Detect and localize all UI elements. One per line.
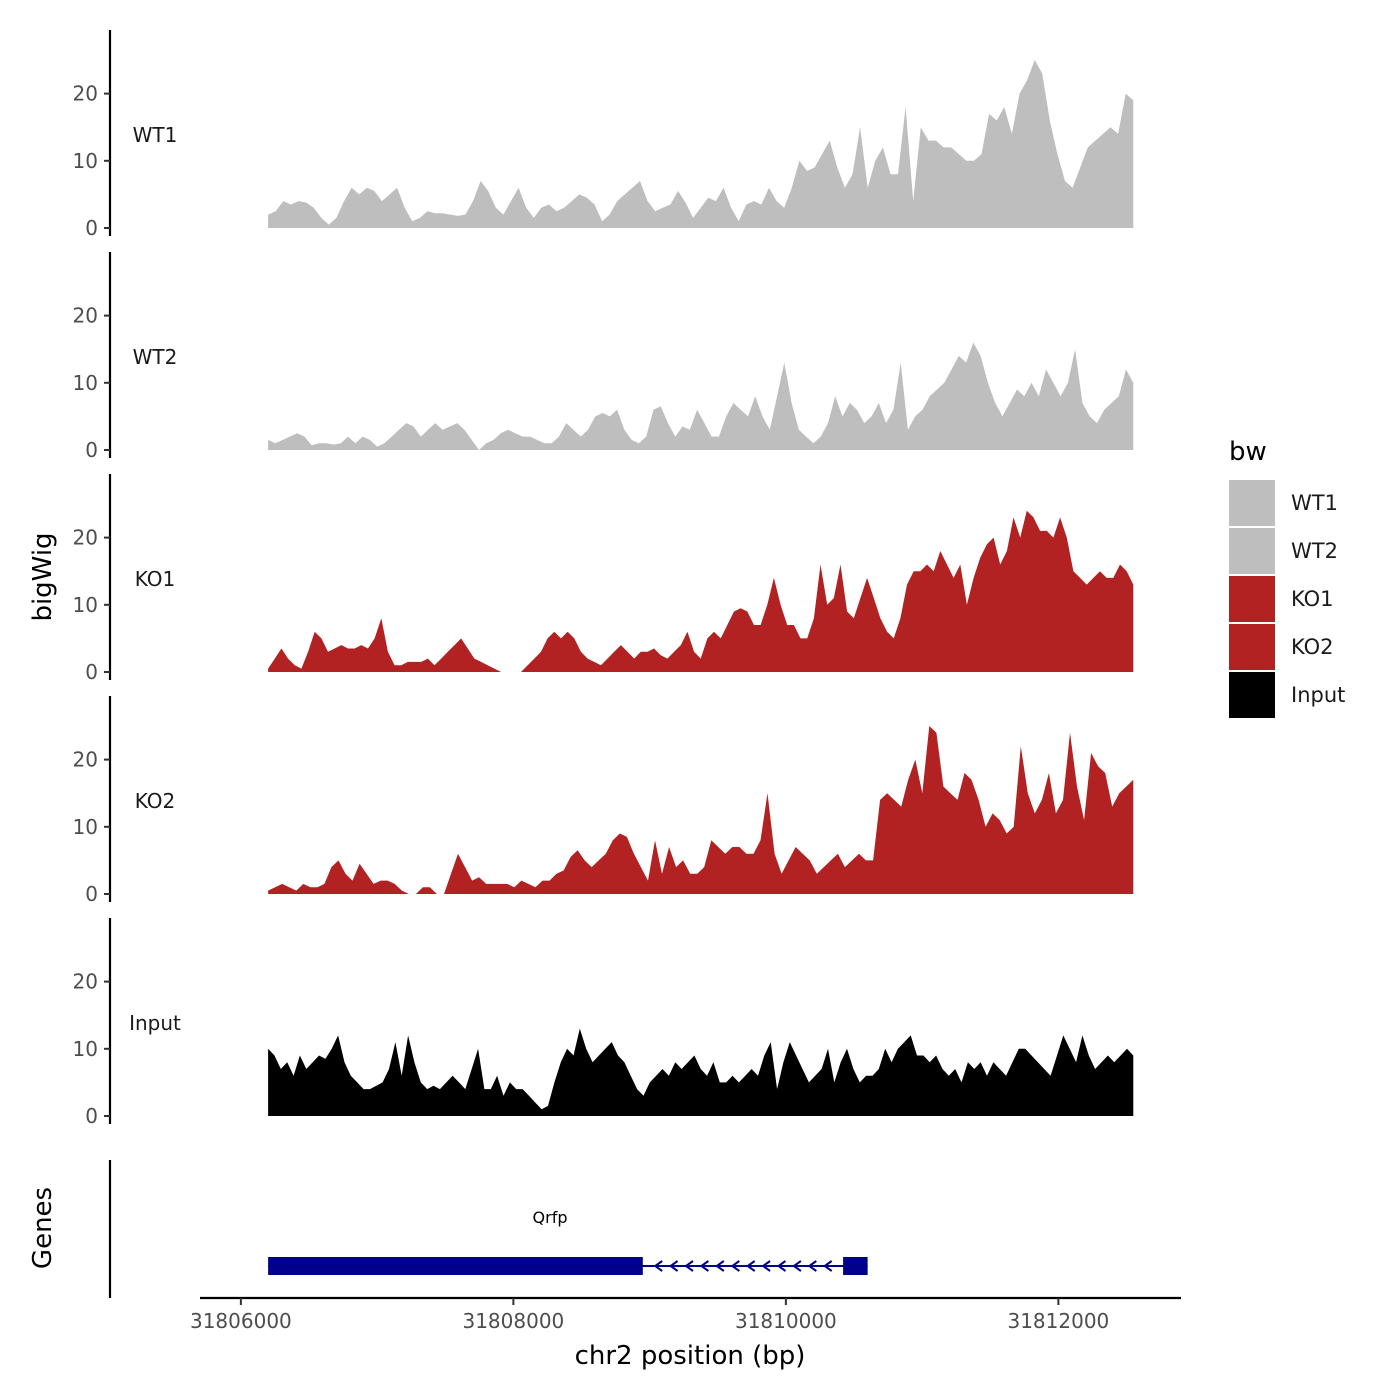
strand-arrow (715, 1260, 725, 1272)
track-wt2: 0 10 20 WT2 (73, 252, 1134, 462)
strand-arrow (792, 1260, 802, 1272)
legend-swatch-input (1229, 672, 1275, 718)
y-tick-label: 0 (85, 216, 98, 240)
legend-swatch-ko2 (1229, 624, 1275, 670)
track-label-ko1: KO1 (135, 567, 176, 591)
legend-label-ko2: KO2 (1291, 635, 1334, 659)
y-tick-label: 0 (85, 660, 98, 684)
genes-track: Qrfp (108, 1160, 868, 1298)
track-ko1: 0 10 20 KO1 (73, 474, 1134, 684)
y-tick-label: 10 (73, 593, 98, 617)
track-label-wt1: WT1 (133, 123, 178, 147)
y-tick-label: 10 (73, 371, 98, 395)
x-tick-label: 31812000 (1007, 1309, 1109, 1333)
tracks-layer: 0 10 20 WT1 0 10 20 WT2 0 10 20 KO1 0 10 20 KO2 0 10 20 Inp… (73, 30, 1134, 1128)
x-tick-label: 31808000 (462, 1309, 564, 1333)
y-tick-label: 20 (73, 82, 98, 106)
coverage-area-ko1 (268, 510, 1134, 672)
strand-arrow (745, 1260, 756, 1272)
strand-arrow (653, 1260, 663, 1272)
x-axis: 31806000 31808000 31810000 31812000 (190, 1296, 1181, 1333)
legend-title: bw (1229, 437, 1267, 467)
strand-arrow (761, 1260, 771, 1272)
legend-swatch-wt2 (1229, 528, 1275, 574)
strand-arrow (730, 1260, 740, 1272)
track-wt1: 0 10 20 WT1 (73, 30, 1134, 240)
y-tick-label: 20 (73, 304, 98, 328)
strand-arrow (668, 1260, 679, 1272)
legend-label-wt1: WT1 (1291, 491, 1338, 515)
gene-exon (268, 1257, 643, 1275)
strand-arrow (822, 1260, 833, 1272)
y-axis-title: bigWig (28, 532, 58, 621)
x-tick-label: 31806000 (190, 1309, 292, 1333)
legend-label-wt2: WT2 (1291, 539, 1338, 563)
y-tick-label: 20 (73, 748, 98, 772)
gene-label: Qrfp (533, 1208, 568, 1227)
y-tick-label: 10 (73, 149, 98, 173)
coverage-area-input (268, 1028, 1134, 1116)
genes-axis-title: Genes (28, 1187, 58, 1269)
track-label-ko2: KO2 (135, 789, 176, 813)
y-tick-label: 10 (73, 815, 98, 839)
y-tick-label: 20 (73, 970, 98, 994)
legend-swatch-ko1 (1229, 576, 1275, 622)
x-tick-label: 31810000 (735, 1309, 837, 1333)
legend-label-ko1: KO1 (1291, 587, 1334, 611)
gene-exon (843, 1257, 868, 1275)
x-axis-title: chr2 position (bp) (575, 1341, 806, 1371)
coverage-area-ko2 (268, 726, 1134, 894)
strand-arrow (807, 1260, 817, 1272)
coverage-area-wt2 (268, 342, 1134, 450)
legend-swatch-wt1 (1229, 480, 1275, 526)
y-tick-label: 0 (85, 882, 98, 906)
y-tick-label: 0 (85, 1104, 98, 1128)
y-tick-label: 0 (85, 438, 98, 462)
legend-label-input: Input (1291, 683, 1345, 707)
y-tick-label: 20 (73, 526, 98, 550)
track-label-wt2: WT2 (133, 345, 178, 369)
legend: bw WT1 WT2 KO1 KO2 Input (1229, 437, 1345, 718)
strand-arrow (684, 1260, 694, 1272)
strand-arrow (776, 1260, 787, 1272)
strand-arrow (699, 1260, 709, 1272)
y-tick-label: 10 (73, 1037, 98, 1061)
coverage-area-wt1 (268, 60, 1134, 228)
track-input: 0 10 20 Input (73, 918, 1134, 1128)
track-label-input: Input (129, 1011, 181, 1035)
track-ko2: 0 10 20 KO2 (73, 696, 1134, 906)
